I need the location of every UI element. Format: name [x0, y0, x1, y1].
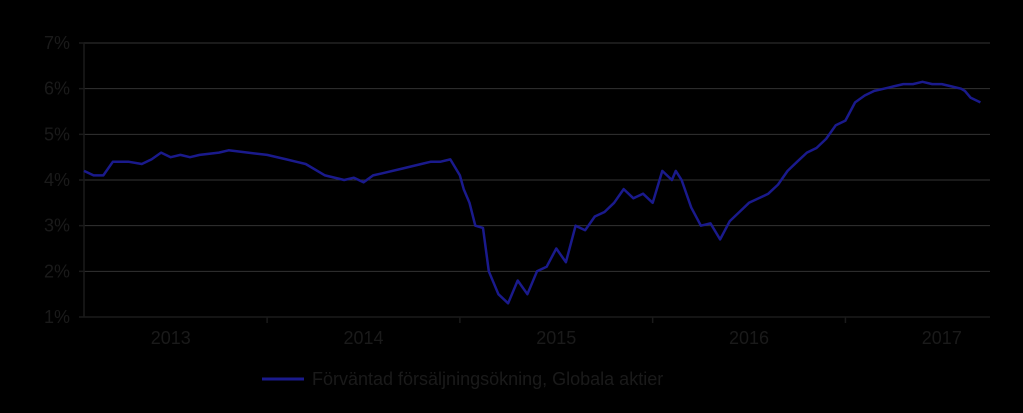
y-tick-label: 4% — [44, 170, 70, 190]
legend: Förväntad försäljningsökning, Globala ak… — [262, 369, 663, 389]
y-tick-label: 5% — [44, 124, 70, 144]
series-lines — [83, 80, 981, 305]
x-tick-label: 2015 — [536, 328, 576, 348]
y-tick-label: 7% — [44, 33, 70, 53]
series-line-0 — [83, 80, 981, 305]
y-tick-label: 6% — [44, 79, 70, 99]
axes — [79, 42, 990, 323]
x-tick-label: 2017 — [922, 328, 962, 348]
y-tick-labels: 1% 2% 3% 4% 5% 6% 7% — [44, 33, 70, 327]
x-tick-label: 2016 — [729, 328, 769, 348]
y-tick-label: 1% — [44, 307, 70, 327]
x-tick-label: 2014 — [343, 328, 383, 348]
y-tick-label: 2% — [44, 261, 70, 281]
gridlines — [84, 42, 990, 272]
x-tick-labels: 2013 2014 2015 2016 2017 — [151, 328, 962, 348]
legend-label: Förväntad försäljningsökning, Globala ak… — [312, 369, 663, 389]
x-tick-label: 2013 — [151, 328, 191, 348]
y-tick-label: 3% — [44, 216, 70, 236]
